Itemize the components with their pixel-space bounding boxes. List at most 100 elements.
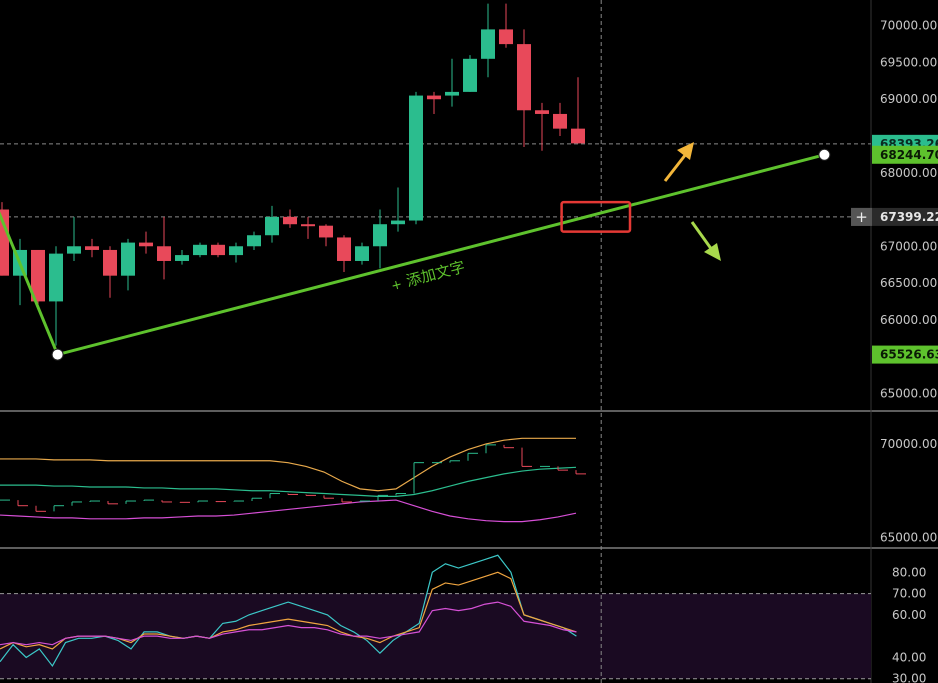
candle-body (229, 246, 243, 256)
rsi-axis-tick: 30.00 (892, 672, 926, 683)
candle[interactable] (193, 242, 207, 258)
crosshair-add-button[interactable] (851, 207, 872, 226)
trendline-handle-start[interactable] (51, 348, 64, 361)
bollinger-price-ticks (0, 444, 586, 512)
price-tag-trend-start: 65526.63 (872, 345, 938, 364)
trendline[interactable] (57, 153, 825, 357)
candle-body (283, 216, 297, 225)
price-panel-grid (0, 143, 871, 218)
candle[interactable] (319, 224, 333, 247)
candle[interactable] (103, 246, 117, 298)
candle-body (211, 244, 225, 256)
candle[interactable] (463, 55, 477, 92)
price-axis-tick: 68000.00 (880, 166, 937, 180)
candle-body (355, 246, 369, 261)
rsi-shaded-zone (0, 593, 871, 679)
bollinger-axis-tick: 65000.00 (880, 531, 937, 545)
price-axis-tick: 70000.00 (880, 19, 937, 33)
candle[interactable] (139, 231, 153, 254)
price-tag-crosshair: +67399.22 (851, 207, 938, 226)
candle[interactable] (265, 205, 279, 243)
candle-body (427, 95, 441, 100)
candle-body (247, 235, 261, 247)
candle-body (67, 246, 81, 254)
price-axis-tick: 69500.00 (880, 55, 937, 69)
price-axis-tick: 69000.00 (880, 92, 937, 106)
rsi-fast-line (0, 554, 577, 668)
candle[interactable] (499, 3, 513, 48)
candle[interactable] (391, 187, 405, 232)
candle[interactable] (283, 209, 297, 228)
candle-body (463, 58, 477, 92)
candle[interactable] (31, 249, 45, 306)
candle[interactable] (49, 246, 63, 346)
candle-body (139, 242, 153, 247)
price-axis-tick: 67000.00 (880, 239, 937, 253)
candle[interactable] (121, 238, 135, 291)
candle-body (481, 29, 495, 59)
candle[interactable] (571, 77, 585, 144)
candle[interactable] (553, 102, 567, 136)
price-tag-trend-end: 68244.70 (872, 145, 938, 164)
candle-body (319, 225, 333, 238)
bollinger-axis-tick: 70000.00 (880, 437, 937, 451)
trendline-handle-end[interactable] (818, 148, 831, 161)
price-tag-crosshair-text: 67399.22 (880, 210, 938, 224)
candle[interactable] (481, 3, 495, 78)
price-tag-trend-end-bg (872, 145, 938, 164)
candle-body (0, 209, 9, 276)
candle[interactable] (67, 216, 81, 261)
candle[interactable] (301, 216, 315, 239)
trendline-lead-in[interactable] (0, 202, 59, 356)
plus-icon[interactable]: + (855, 208, 868, 226)
candle[interactable] (427, 91, 441, 114)
candle-body (391, 220, 405, 225)
candle-body (373, 224, 387, 247)
rsi-panel (0, 554, 871, 680)
candle-body (157, 246, 171, 261)
candle[interactable] (517, 29, 531, 148)
candle-body (445, 91, 459, 96)
candle[interactable] (337, 235, 351, 272)
candle[interactable] (247, 231, 261, 250)
arrow-down-icon (690, 221, 721, 261)
candle-body (193, 244, 207, 256)
candle-body (175, 255, 189, 261)
rsi-axis-tick: 60.00 (892, 608, 926, 622)
candle[interactable] (535, 102, 549, 151)
candle[interactable] (355, 242, 369, 265)
highlight-box[interactable] (560, 200, 632, 233)
bollinger-upper-line (0, 437, 576, 492)
rsi-axis-tick: 40.00 (892, 650, 926, 664)
rsi-axis-tick: 80.00 (892, 565, 926, 579)
candle[interactable] (157, 216, 171, 280)
rsi-axis-tick: 70.00 (892, 587, 926, 601)
candle-body (535, 110, 549, 114)
candle-body (517, 44, 531, 111)
candle[interactable] (373, 209, 387, 269)
candle[interactable] (211, 242, 225, 258)
price-axis-tick: 66500.00 (880, 276, 937, 290)
candle[interactable] (409, 91, 423, 225)
y-axis-labels: 70000.00 69500.00 69000.00 68000.00 67000.00… (880, 19, 937, 683)
bollinger-panel (0, 437, 586, 523)
candle-body (103, 249, 117, 276)
candle-body (499, 29, 513, 45)
candle[interactable] (175, 249, 189, 265)
price-tag-trend-end-text: 68244.70 (880, 148, 938, 162)
candle-body (85, 246, 99, 250)
candle-body (265, 216, 279, 236)
price-axis-tick: 66000.00 (880, 313, 937, 327)
candle-body (49, 253, 63, 302)
candle-body (553, 113, 567, 129)
candle-body (337, 237, 351, 261)
candle[interactable] (0, 202, 9, 276)
candle[interactable] (445, 58, 459, 107)
candle-body (31, 249, 45, 302)
candle-body (121, 242, 135, 276)
candle[interactable] (229, 242, 243, 263)
candle[interactable] (85, 238, 99, 258)
